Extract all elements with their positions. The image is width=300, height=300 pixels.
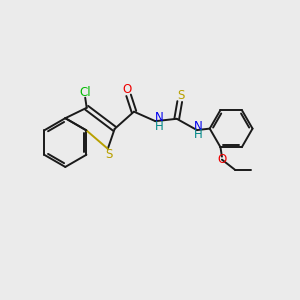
Text: H: H [154, 120, 163, 133]
Text: N: N [194, 120, 203, 133]
Text: S: S [106, 148, 113, 161]
Text: O: O [217, 153, 226, 166]
Text: Cl: Cl [80, 86, 91, 99]
Text: S: S [178, 88, 185, 101]
Text: N: N [154, 111, 163, 124]
Text: H: H [194, 128, 203, 141]
Text: O: O [122, 83, 132, 96]
